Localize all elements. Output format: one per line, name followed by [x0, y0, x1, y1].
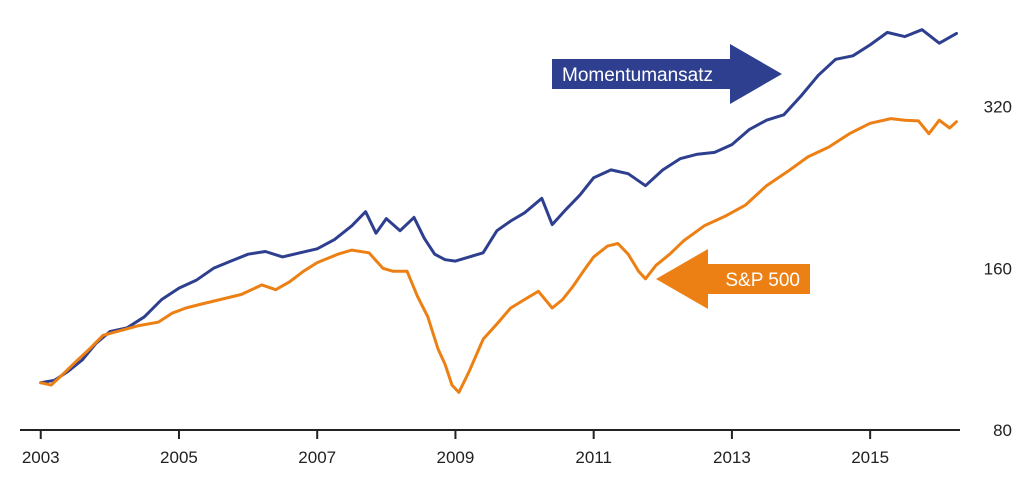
x-tick-label: 2011: [575, 448, 612, 467]
x-tick-label: 2005: [160, 448, 198, 467]
momentumansatz-line: [39, 28, 958, 385]
momentumansatz-label: Momentumansatz: [562, 65, 713, 86]
sp500-arrow: [656, 249, 810, 309]
y-tick-label: 320: [984, 98, 1012, 117]
momentumansatz-arrow: [552, 44, 782, 104]
x-tick-label: 2009: [437, 448, 475, 467]
y-tick-label: 80: [993, 421, 1012, 440]
sp500-annotation: S&P 500: [656, 249, 810, 309]
x-tick-label: 2013: [713, 448, 751, 467]
y-axis-labels: 80 160 320: [984, 98, 1012, 440]
x-tick-label: 2003: [22, 448, 60, 467]
x-axis: 2003 2005 2007 2009 2011 2013 2015: [20, 429, 960, 467]
momentumansatz-annotation: Momentumansatz: [552, 44, 782, 104]
series-layer: [39, 28, 958, 394]
sp500-line: [39, 117, 958, 394]
x-ticks: 2003 2005 2007 2009 2011 2013 2015: [22, 430, 889, 467]
annotation-layer: Momentumansatz S&P 500: [552, 44, 810, 309]
x-tick-label: 2007: [298, 448, 336, 467]
y-tick-label: 160: [984, 259, 1012, 278]
sp500-label: S&P 500: [725, 270, 800, 291]
x-tick-label: 2015: [851, 448, 889, 467]
